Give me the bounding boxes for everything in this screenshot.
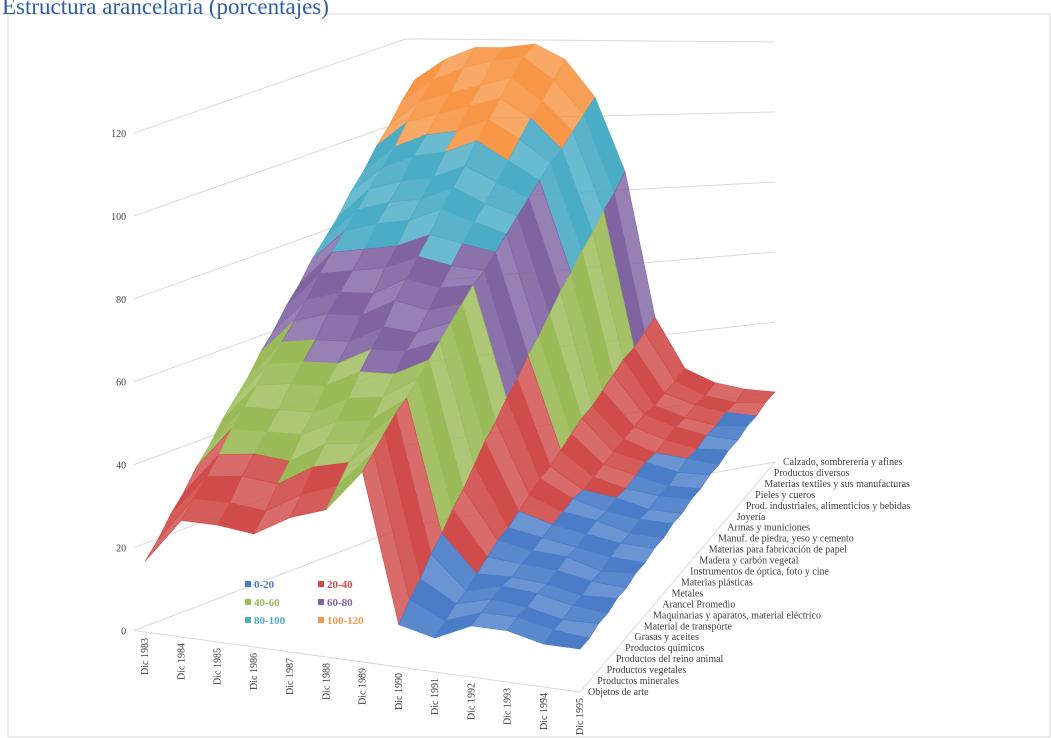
legend-swatch [245,599,251,605]
y-tick-label: 0 [121,627,126,638]
x-tick-label: Dic 1991 [430,678,441,715]
depth-tick-label: Productos químicos [625,643,704,654]
legend-label: 40-60 [254,597,280,609]
depth-tick-label: Manuf. de piedra, yeso y cemento [718,534,854,545]
x-tick-label: Dic 1983 [140,638,151,675]
legend-swatch [318,581,324,587]
depth-tick-label: Productos minerales [597,676,678,687]
legend-label: 0-20 [254,579,275,591]
depth-tick-label: Material de transporte [644,621,733,632]
y-tick-label: 20 [116,544,126,555]
x-tick-label: Dic 1987 [285,658,296,695]
grid-line [133,38,776,134]
legend-label: 20-40 [327,579,353,591]
legend-swatch [245,617,251,623]
depth-tick-label: Objetos de arte [588,687,649,698]
depth-tick-label: Metales [672,588,704,599]
y-tick-label: 60 [116,378,126,389]
depth-tick-label: Instrumentos de óptica, foto y cine [690,567,829,578]
x-tick-label: Dic 1988 [321,663,332,700]
depth-tick-label: Grasas y aceites [634,632,699,643]
x-tick-label: Dic 1985 [213,648,224,685]
depth-tick-label: Productos vegetales [607,665,687,676]
depth-tick-label: Productos del reino animal [616,654,724,665]
depth-tick-label: Materias para fabricación de papel [709,545,847,556]
depth-tick-label: Productos diversos [774,468,850,479]
x-tick-label: Dic 1989 [358,668,369,705]
surface-cell [543,629,590,650]
y-tick-label: 80 [116,295,126,306]
x-tick-label: Dic 1995 [575,698,586,735]
depth-tick-label: Pieles y cueros [755,490,815,501]
legend-swatch [245,581,251,587]
depth-tick-label: Madera y carbón vegetal [699,556,798,567]
x-tick-label: Dic 1993 [503,688,514,725]
legend-label: 60-80 [327,597,353,609]
y-tick-label: 100 [111,212,126,223]
depth-tick-label: Armas y municiones [727,523,810,534]
legend-swatch [318,599,324,605]
x-tick-label: Dic 1994 [539,693,550,730]
chart-title: Estructura arancelaria (porcentajes) [2,0,329,19]
legend-swatch [318,617,324,623]
depth-tick-label: Materias textiles y sus manufacturas [764,479,910,490]
depth-tick-label: Joyería [737,512,766,523]
legend-label: 80-100 [254,615,286,627]
x-tick-label: Dic 1992 [466,683,477,720]
depth-tick-label: Calzado, sombrerería y afines [783,457,903,468]
legend-label: 100-120 [327,615,364,627]
x-tick-label: Dic 1990 [394,673,405,710]
x-tick-label: Dic 1984 [176,643,187,680]
depth-tick-label: Materias plásticas [681,577,753,588]
x-tick-label: Dic 1986 [249,653,260,690]
depth-tick-label: Prod. industriales, alimenticios y bebid… [746,501,911,512]
axis-line [134,461,776,693]
depth-tick-label: Arancel Promedio [662,599,735,610]
y-tick-label: 40 [116,461,126,472]
depth-tick-label: Maquinarias y aparatos, material eléctri… [653,610,821,621]
y-tick-label: 120 [111,129,126,140]
